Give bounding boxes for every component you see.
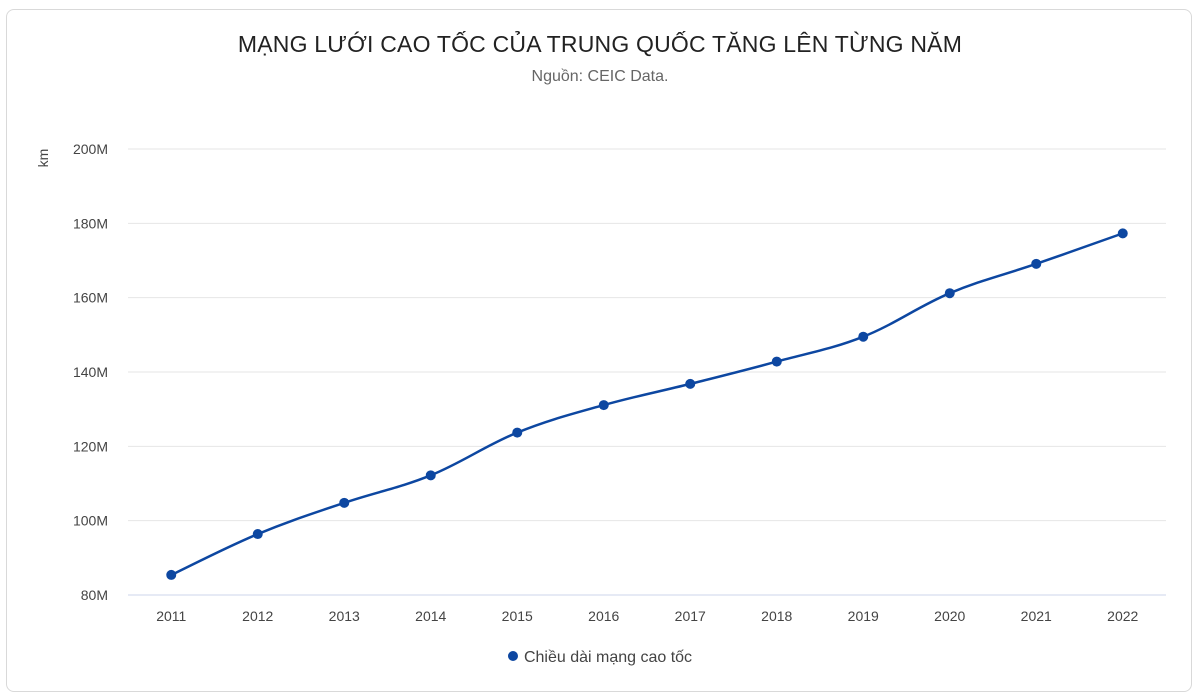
x-tick-label: 2015 xyxy=(502,608,533,624)
data-point-2021[interactable] xyxy=(1031,258,1042,269)
data-point-2014[interactable] xyxy=(425,470,436,481)
data-point-2022[interactable] xyxy=(1117,228,1128,239)
legend-marker-icon xyxy=(507,651,518,661)
x-tick-label: 2020 xyxy=(934,608,965,624)
legend[interactable]: Chiều dài mạng cao tốc xyxy=(0,649,1200,667)
x-tick-label: 2022 xyxy=(1107,608,1138,624)
gridlines xyxy=(128,148,1166,596)
x-tick-label: 2018 xyxy=(761,608,792,624)
x-tick-label: 2017 xyxy=(675,608,706,624)
x-tick-label: 2013 xyxy=(329,608,360,624)
y-tick-label: 80M xyxy=(81,587,108,603)
y-tick-label: 100M xyxy=(73,513,108,529)
x-tick-label: 2021 xyxy=(1021,608,1052,624)
x-tick-label: 2012 xyxy=(242,608,273,624)
data-point-2020[interactable] xyxy=(944,288,955,299)
data-point-2017[interactable] xyxy=(685,378,696,389)
chart-container xyxy=(6,9,1192,692)
data-point-2019[interactable] xyxy=(858,331,869,342)
y-axis-label: km xyxy=(35,149,51,168)
x-tick-label: 2011 xyxy=(156,608,186,624)
data-point-2016[interactable] xyxy=(598,400,609,411)
data-point-2012[interactable] xyxy=(252,529,263,540)
y-axis-ticks: 80M 100M 120M 140M 160M 180M 200M xyxy=(73,141,108,603)
data-point-2018[interactable] xyxy=(771,356,782,367)
x-tick-label: 2014 xyxy=(415,608,446,624)
y-tick-label: 140M xyxy=(73,364,108,380)
series-markers[interactable] xyxy=(166,228,1128,580)
series-line xyxy=(170,232,1124,577)
y-tick-label: 180M xyxy=(73,215,108,231)
chart-subtitle: Nguồn: CEIC Data. xyxy=(531,68,669,85)
data-point-2015[interactable] xyxy=(512,427,523,438)
x-tick-label: 2019 xyxy=(848,608,879,624)
legend-label[interactable]: Chiều dài mạng cao tốc xyxy=(523,649,693,666)
x-tick-label: 2016 xyxy=(588,608,619,624)
y-tick-label: 120M xyxy=(73,438,108,454)
data-point-2011[interactable] xyxy=(166,569,177,580)
data-point-2013[interactable] xyxy=(339,497,350,508)
chart-title: MẠNG LƯỚI CAO TỐC CỦA TRUNG QUỐC TĂNG LÊ… xyxy=(237,31,963,57)
y-tick-label: 200M xyxy=(73,141,108,157)
x-axis-ticks: 2011 2012 2013 2014 2015 2016 2017 2018 2019 2020… xyxy=(156,608,1138,624)
y-tick-label: 160M xyxy=(73,290,108,306)
